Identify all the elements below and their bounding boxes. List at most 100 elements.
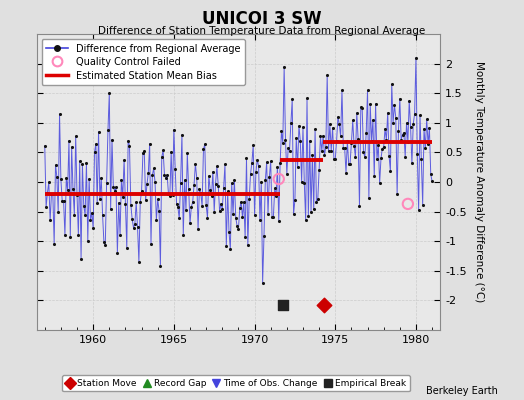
Point: [402, 120, 411, 126]
Point: [184, 186, 193, 192]
Point: [58, 198, 67, 204]
Point: [223, 188, 232, 194]
Point: [149, 165, 158, 172]
Point: [253, 156, 261, 163]
Point: [428, 178, 436, 185]
Point: [315, 167, 323, 174]
Point: [396, 95, 404, 102]
Point: [73, 192, 81, 198]
Point: [320, 301, 329, 308]
Text: Berkeley Earth: Berkeley Earth: [426, 386, 498, 396]
Point: [375, 180, 384, 186]
Point: [357, 104, 365, 110]
Point: [389, 120, 397, 126]
Point: [312, 199, 321, 205]
Point: [400, 129, 408, 136]
Point: [366, 101, 375, 107]
Point: [104, 127, 112, 133]
Point: [156, 263, 165, 269]
Point: [42, 204, 50, 210]
Point: [57, 176, 65, 183]
Point: [301, 217, 310, 224]
Point: [348, 117, 357, 124]
Point: [124, 137, 133, 144]
Point: [43, 190, 52, 196]
Point: [127, 202, 135, 208]
Point: [268, 214, 276, 220]
Point: [384, 110, 392, 116]
Point: [54, 208, 62, 215]
Point: [322, 144, 330, 150]
Point: [215, 208, 224, 214]
Point: [397, 137, 406, 143]
Point: [213, 163, 221, 170]
Point: [118, 193, 127, 200]
Point: [74, 232, 83, 238]
Point: [239, 199, 248, 205]
Point: [390, 102, 399, 108]
Point: [320, 152, 329, 158]
Point: [292, 135, 300, 141]
Point: [319, 132, 328, 139]
Point: [165, 191, 173, 197]
Point: [186, 220, 194, 227]
Point: [100, 239, 108, 246]
Point: [280, 63, 288, 70]
Point: [385, 152, 393, 159]
Point: [159, 147, 167, 154]
Point: [351, 154, 359, 160]
Point: [393, 191, 401, 197]
Point: [211, 180, 220, 187]
Point: [56, 111, 64, 117]
Point: [46, 217, 54, 224]
Point: [222, 243, 231, 249]
Point: [417, 156, 425, 162]
Point: [286, 148, 294, 154]
Point: [75, 158, 84, 164]
Point: [249, 142, 257, 148]
Point: [133, 224, 141, 230]
Point: [227, 180, 236, 186]
Point: [96, 196, 104, 202]
Point: [311, 126, 319, 133]
Point: [336, 133, 345, 140]
Point: [146, 140, 154, 147]
Point: [234, 226, 243, 232]
Point: [347, 140, 356, 146]
Point: [269, 214, 278, 220]
Point: [173, 204, 182, 210]
Point: [78, 161, 86, 167]
Point: [125, 142, 134, 149]
Point: [111, 188, 119, 194]
Point: [187, 204, 195, 210]
Point: [248, 160, 256, 166]
Point: [88, 210, 96, 216]
Point: [242, 155, 250, 162]
Point: [59, 198, 68, 204]
Point: [279, 301, 287, 308]
Point: [51, 162, 60, 168]
Point: [316, 133, 325, 139]
Point: [299, 124, 307, 131]
Point: [378, 145, 387, 152]
Point: [339, 145, 347, 152]
Point: [226, 246, 235, 252]
Text: UNICOI 3 SW: UNICOI 3 SW: [202, 10, 322, 28]
Point: [123, 245, 131, 251]
Point: [192, 174, 201, 181]
Point: [342, 169, 350, 176]
Point: [294, 123, 303, 129]
Point: [99, 212, 107, 218]
Point: [71, 133, 80, 139]
Point: [85, 176, 93, 182]
Point: [270, 185, 279, 192]
Point: [284, 145, 292, 151]
Point: [427, 171, 435, 178]
Point: [144, 170, 152, 176]
Point: [140, 148, 148, 154]
Point: [369, 117, 377, 123]
Point: [93, 200, 101, 206]
Point: [61, 232, 69, 238]
Point: [414, 207, 423, 213]
Point: [346, 160, 354, 167]
